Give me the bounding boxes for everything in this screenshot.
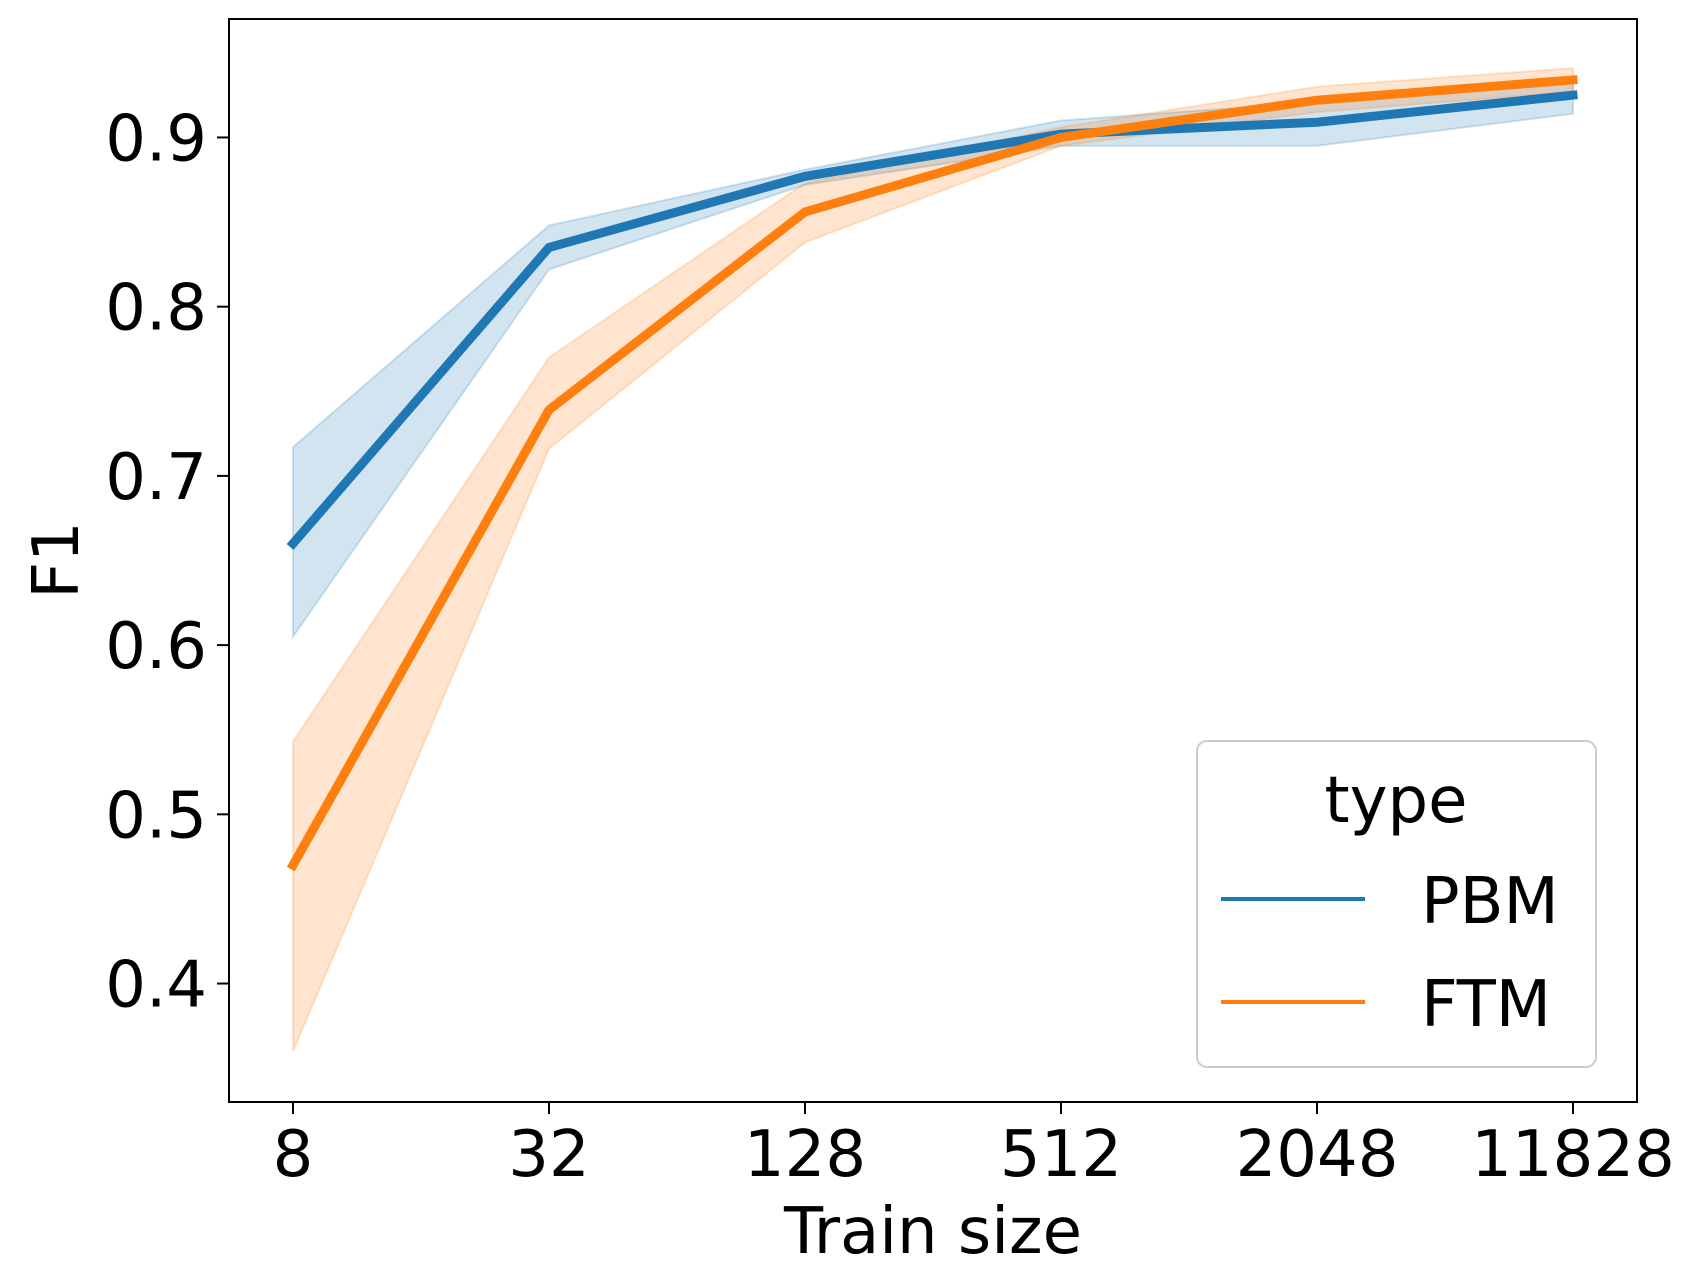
y-tick-label: 0.5 [105,779,207,853]
legend: type PBM FTM [1196,740,1597,1068]
y-tick-label: 0.6 [105,610,207,684]
legend-title: type [1325,764,1468,838]
pbm-line [286,90,1578,550]
y-tick-label: 0.4 [105,949,207,1023]
ftm-line [286,75,1578,872]
y-tick-label: 0.8 [105,272,207,346]
x-tick-label: 32 [508,1118,589,1192]
x-axis-label: Train size [783,1195,1082,1269]
x-axis: 8 32 128 512 2048 11828 [273,1102,1675,1192]
y-axis: 0.4 0.5 0.6 0.7 0.8 0.9 [105,102,229,1023]
x-tick-label: 8 [273,1118,314,1192]
y-tick-label: 0.7 [105,441,207,515]
x-tick-label: 11828 [1471,1118,1675,1192]
series-lines [286,75,1578,872]
y-axis-label: F1 [20,521,94,599]
x-tick-label: 128 [744,1118,866,1192]
legend-label-pbm: PBM [1421,865,1559,939]
x-tick-label: 2048 [1236,1118,1399,1192]
legend-box [1196,740,1597,1068]
x-tick-label: 512 [1000,1118,1122,1192]
pbm-confidence-band [292,77,1574,640]
legend-label-ftm: FTM [1421,968,1551,1042]
y-tick-label: 0.9 [105,102,207,176]
plot-area-frame [228,18,1638,1103]
